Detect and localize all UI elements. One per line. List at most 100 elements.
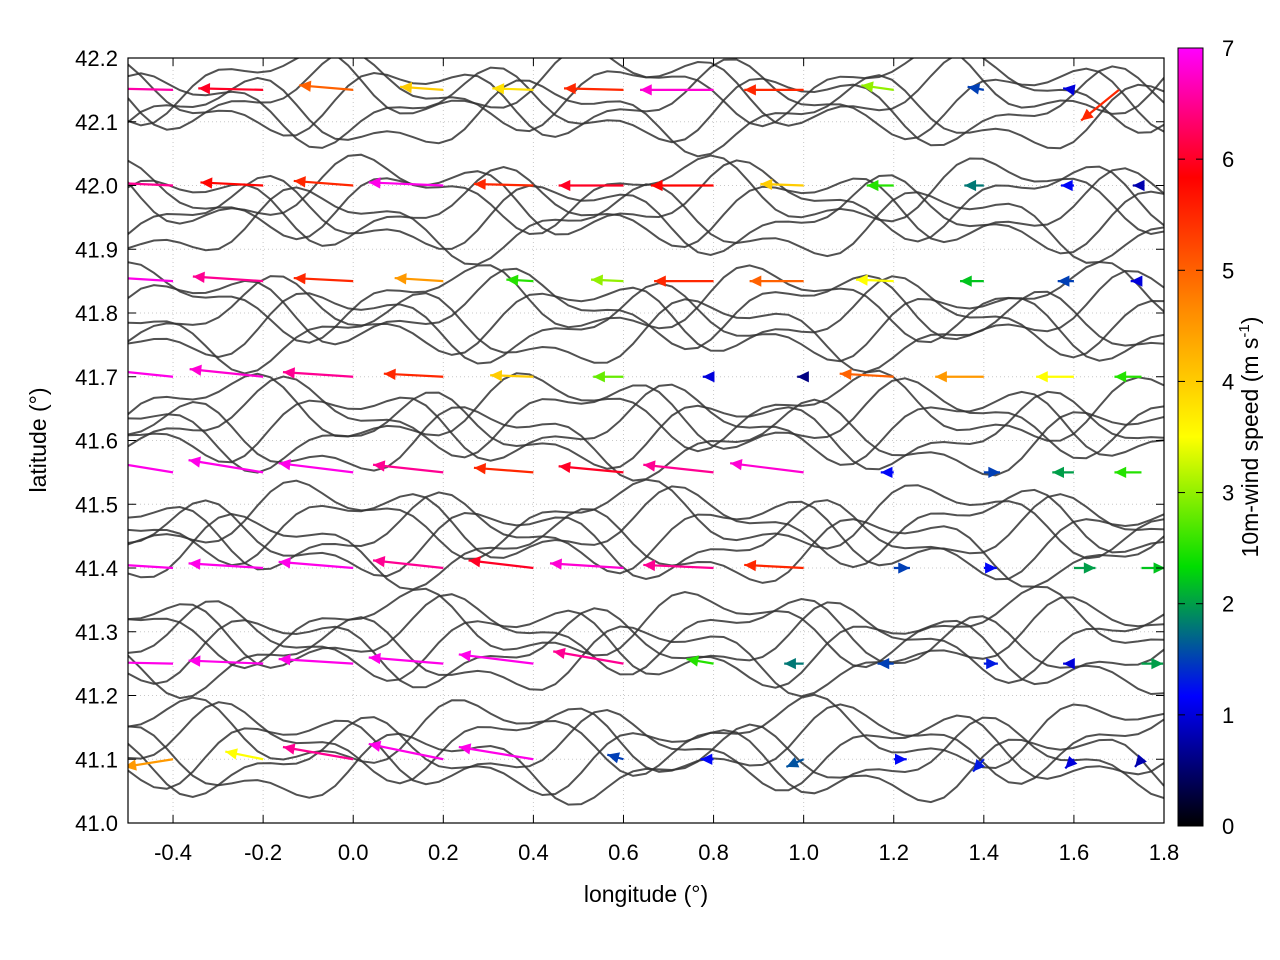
x-tick-label: 0.8 — [698, 840, 729, 865]
wind-vector-head — [282, 367, 295, 379]
terrain-contour-line — [128, 153, 1164, 236]
terrain-contour-line — [128, 716, 1164, 800]
terrain-contour-line — [128, 159, 1164, 243]
wind-vector-head — [960, 275, 972, 287]
wind-vector-head — [458, 650, 472, 662]
y-tick-label: 41.8 — [75, 301, 118, 326]
terrain-contour-line — [128, 74, 1164, 158]
x-tick-label: 0.2 — [428, 840, 459, 865]
wind-vector-shaft — [643, 463, 714, 474]
wind-vector-head — [1151, 657, 1164, 670]
wind-vector-head — [861, 81, 874, 93]
wind-vector-shaft — [278, 657, 354, 665]
wind-vector-head — [967, 83, 981, 95]
wind-vector-head — [198, 82, 211, 95]
wind-vector-shaft — [372, 559, 444, 570]
wind-vector-head — [985, 562, 997, 574]
wind-vector-head — [986, 657, 998, 670]
wind-vector-head — [1057, 275, 1070, 287]
y-tick-label: 41.4 — [75, 556, 118, 581]
wind-vector-head — [278, 557, 291, 569]
y-tick-label: 42.2 — [75, 46, 118, 71]
x-axis: -0.4 -0.2 0.0 0.2 0.4 0.6 0.8 1.0 1.2 1.4 1.6 1.8 — [154, 58, 1179, 865]
wind-vector-head — [192, 271, 205, 283]
colorbar-tick-label: 0 — [1222, 814, 1234, 839]
wind-vector-head — [373, 460, 386, 472]
wind-vector-shaft — [549, 562, 624, 570]
wind-vector-head — [1130, 275, 1143, 287]
wind-vector-head — [855, 274, 868, 286]
wind-vector-head — [973, 758, 986, 772]
wind-vector-head — [1063, 657, 1075, 670]
terrain-contours — [128, 58, 1164, 806]
wind-vector-head — [225, 748, 238, 760]
x-tick-label: 1.8 — [1149, 840, 1180, 865]
terrain-contour-line — [128, 615, 1164, 700]
wind-vector-head — [1132, 179, 1145, 192]
terrain-contour-line — [128, 260, 1164, 344]
wind-vector-head — [368, 652, 381, 665]
wind-vector-shaft — [458, 653, 534, 665]
wind-vector-head — [1060, 179, 1073, 192]
colorbar-tick-label: 1 — [1222, 703, 1234, 728]
wind-vector-shaft — [278, 462, 354, 474]
wind-vector-head — [383, 368, 396, 380]
wind-vector-head — [1065, 756, 1078, 769]
terrain-contour-line — [128, 58, 1164, 141]
wind-vector-head — [1036, 371, 1048, 383]
colorbar-label: 10m-wind speed (m s-1) — [1236, 317, 1263, 558]
terrain-contour-line — [128, 369, 1164, 453]
colorbar-tick-label: 3 — [1222, 481, 1234, 506]
wind-vector-head — [188, 456, 202, 468]
wind-vector-shaft — [128, 463, 174, 474]
wind-vector-head — [400, 82, 413, 94]
wind-vector-head — [1083, 562, 1096, 574]
y-tick-label: 41.9 — [75, 237, 118, 262]
x-tick-label: 1.6 — [1059, 840, 1090, 865]
wind-vector-head — [458, 743, 472, 755]
wind-vector-head — [473, 178, 486, 190]
y-tick-label: 41.3 — [75, 620, 118, 645]
y-tick-label: 41.6 — [75, 429, 118, 454]
terrain-contour-line — [128, 282, 1164, 365]
wind-vector-shaft — [128, 277, 174, 283]
wind-vector-head — [877, 657, 890, 670]
wind-vector-head — [1081, 108, 1094, 121]
colorbar-tick-label: 7 — [1222, 36, 1234, 61]
wind-vector-head — [558, 179, 571, 192]
wind-vector-head — [744, 84, 756, 96]
wind-vector-head — [744, 559, 757, 572]
y-tick-label: 41.2 — [75, 684, 118, 709]
wind-vector-head — [730, 459, 743, 471]
wind-vector-head — [643, 559, 656, 572]
wind-vector-shaft — [189, 368, 264, 378]
wind-vector-shaft — [192, 275, 264, 283]
wind-vector-head — [564, 82, 576, 95]
terrain-contour-line — [128, 275, 1164, 359]
terrain-contour-line — [128, 708, 1164, 792]
y-tick-label: 41.7 — [75, 365, 118, 390]
wind-vector-shaft — [128, 87, 174, 91]
wind-vector-head — [797, 371, 809, 383]
wind-vector-head — [988, 466, 1001, 479]
colorbar-label-sup: -1 — [1236, 324, 1253, 337]
wind-vector-head — [643, 460, 656, 472]
wind-vector-shaft — [553, 650, 624, 665]
wind-vector-shaft — [188, 562, 264, 570]
wind-vector-head — [895, 753, 907, 765]
terrain-contour-line — [128, 290, 1164, 375]
wind-vector-head — [786, 756, 800, 768]
wind-vector-head — [558, 461, 571, 473]
colorbar — [1177, 47, 1204, 827]
colorbar-tick-label: 2 — [1222, 592, 1234, 617]
terrain-contour-line — [128, 485, 1164, 569]
wind-vector-head — [200, 177, 213, 189]
wind-vector-head — [591, 274, 604, 286]
wind-vector-shaft — [128, 182, 174, 187]
x-tick-label: 1.4 — [969, 840, 1000, 865]
wind-vector-head — [650, 179, 663, 192]
y-axis-label: latitude (°) — [25, 387, 51, 492]
wind-vector-head — [373, 555, 386, 568]
wind-vector-head — [293, 273, 306, 285]
wind-vector-head — [490, 369, 503, 382]
